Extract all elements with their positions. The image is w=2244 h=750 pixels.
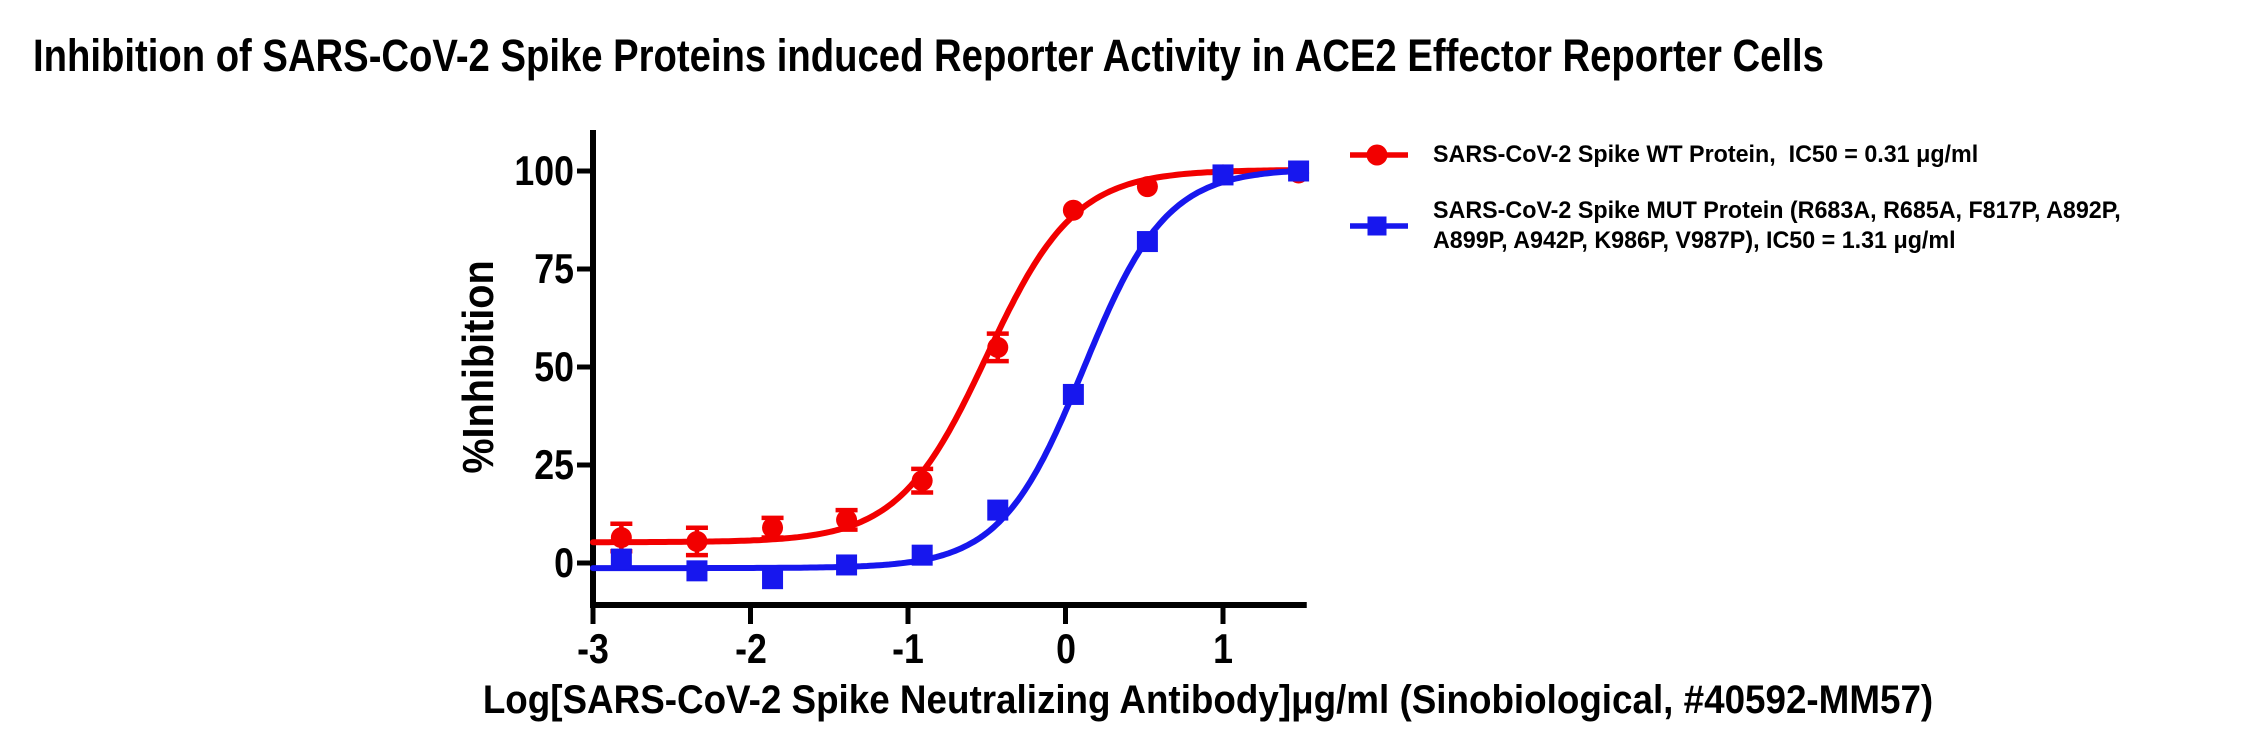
data-point-circle [1062, 199, 1084, 221]
data-point-square [1288, 160, 1310, 182]
fit-curves [590, 167, 1305, 572]
legend-circle-marker [1366, 144, 1388, 166]
data-point-square [911, 544, 933, 566]
fit-curve [590, 167, 1305, 572]
y-tick-label: 75 [534, 245, 574, 292]
data-points [610, 160, 1310, 590]
y-tick-label: 50 [534, 343, 574, 390]
data-point-square [1212, 164, 1234, 186]
x-tick-label: -1 [892, 625, 924, 672]
x-tick-label: 0 [1055, 625, 1076, 672]
x-tick-label: -2 [734, 625, 767, 672]
y-axis-title: %Inhibition [454, 260, 503, 474]
data-point-circle [762, 517, 784, 539]
data-point-circle [836, 509, 858, 531]
x-tick-label: 1 [1213, 625, 1233, 672]
data-point-square [610, 548, 632, 570]
data-point-circle [686, 530, 708, 552]
data-point-square [987, 499, 1009, 521]
x-tick-label: -3 [577, 625, 609, 672]
y-tick-label: 25 [534, 441, 574, 488]
data-point-square [1136, 231, 1158, 253]
x-axis-title: Log[SARS-CoV-2 Spike Neutralizing Antibo… [482, 678, 1934, 722]
data-point-circle [1136, 176, 1158, 198]
data-point-square [686, 560, 708, 582]
legend-swatches [1350, 144, 1408, 236]
fit-curve [590, 167, 1305, 546]
figure-title: Inhibition of SARS-CoV-2 Spike Proteins … [33, 30, 1824, 81]
data-point-circle [610, 527, 632, 549]
data-point-square [836, 554, 858, 576]
data-point-circle [911, 470, 933, 492]
data-point-square [1062, 383, 1084, 405]
y-tick-label: 0 [554, 539, 574, 586]
axes [577, 130, 1307, 624]
legend-entry-label: SARS-CoV-2 Spike WT Protein, IC50 = 0.31… [1433, 141, 1979, 168]
legend-square-marker [1367, 216, 1387, 236]
data-point-circle [987, 336, 1009, 358]
y-tick-label: 100 [514, 147, 574, 194]
legend-entry-label: SARS-CoV-2 Spike MUT Protein (R683A, R68… [1433, 197, 2121, 254]
data-point-square [762, 568, 784, 590]
